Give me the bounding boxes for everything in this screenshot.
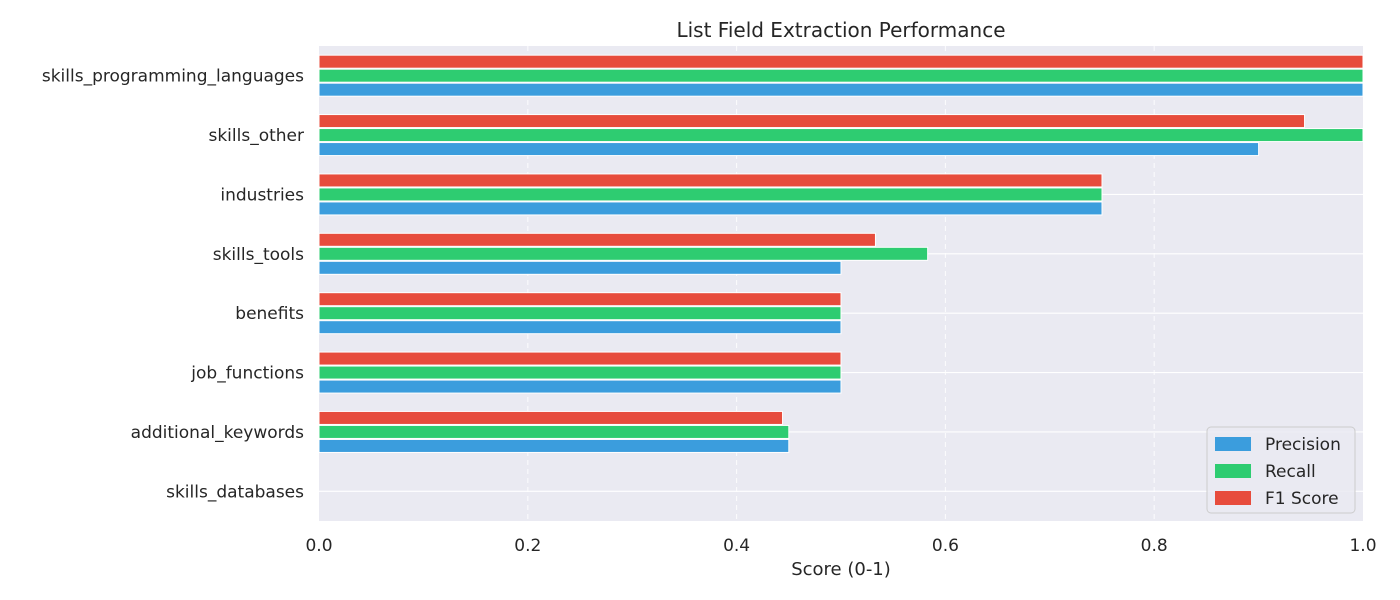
bar-precision-skills-tools [318, 260, 842, 275]
category-label: job_functions [190, 364, 304, 384]
bar-precision-job-functions [318, 379, 842, 394]
chart-title: List Field Extraction Performance [676, 18, 1005, 42]
category-labels: skills_programming_languages skills_other… [42, 67, 304, 503]
bar-recall-industries [318, 187, 1103, 202]
x-tick-label: 0.8 [1141, 536, 1168, 556]
x-tick-label: 0.6 [932, 536, 959, 556]
x-tick-label: 0.2 [514, 536, 541, 556]
bar-f1-score-additional-keywords [318, 410, 784, 425]
x-tick-label: 1.0 [1349, 536, 1376, 556]
legend-swatch [1215, 491, 1251, 505]
legend-label: Recall [1265, 462, 1316, 482]
legend-swatch [1215, 464, 1251, 478]
category-label: skills_tools [213, 245, 304, 265]
bars [318, 54, 1364, 453]
category-label: skills_other [208, 126, 304, 146]
legend-swatch [1215, 437, 1251, 451]
bar-precision-skills-other [318, 142, 1260, 157]
x-tick-labels: 0.0 0.2 0.4 0.6 0.8 1.0 [305, 536, 1376, 556]
bar-recall-skills-other [318, 128, 1364, 143]
bar-recall-skills-programming-languages [318, 68, 1364, 83]
x-axis-label: Score (0-1) [791, 559, 891, 580]
category-label: skills_databases [166, 482, 304, 502]
legend-label: F1 Score [1265, 489, 1339, 509]
bar-f1-score-job-functions [318, 351, 842, 366]
bar-f1-score-skills-programming-languages [318, 54, 1364, 69]
bar-precision-benefits [318, 320, 842, 335]
bar-f1-score-skills-other [318, 114, 1306, 129]
x-tick-label: 0.4 [723, 536, 750, 556]
legend-label: Precision [1265, 435, 1341, 455]
category-label: skills_programming_languages [42, 67, 304, 87]
bar-recall-benefits [318, 306, 842, 321]
bar-f1-score-skills-tools [318, 232, 876, 247]
bar-f1-score-benefits [318, 292, 842, 307]
bar-precision-skills-programming-languages [318, 82, 1364, 97]
legend: Precision Recall F1 Score [1206, 426, 1356, 514]
bar-recall-skills-tools [318, 246, 929, 261]
category-label: industries [220, 185, 304, 205]
bar-f1-score-industries [318, 173, 1103, 188]
bar-recall-job-functions [318, 365, 842, 380]
x-tick-label: 0.0 [305, 536, 332, 556]
bar-recall-additional-keywords [318, 424, 790, 439]
bar-precision-industries [318, 201, 1103, 216]
category-label: benefits [235, 304, 304, 324]
bar-precision-additional-keywords [318, 438, 790, 453]
category-label: additional_keywords [131, 423, 304, 443]
